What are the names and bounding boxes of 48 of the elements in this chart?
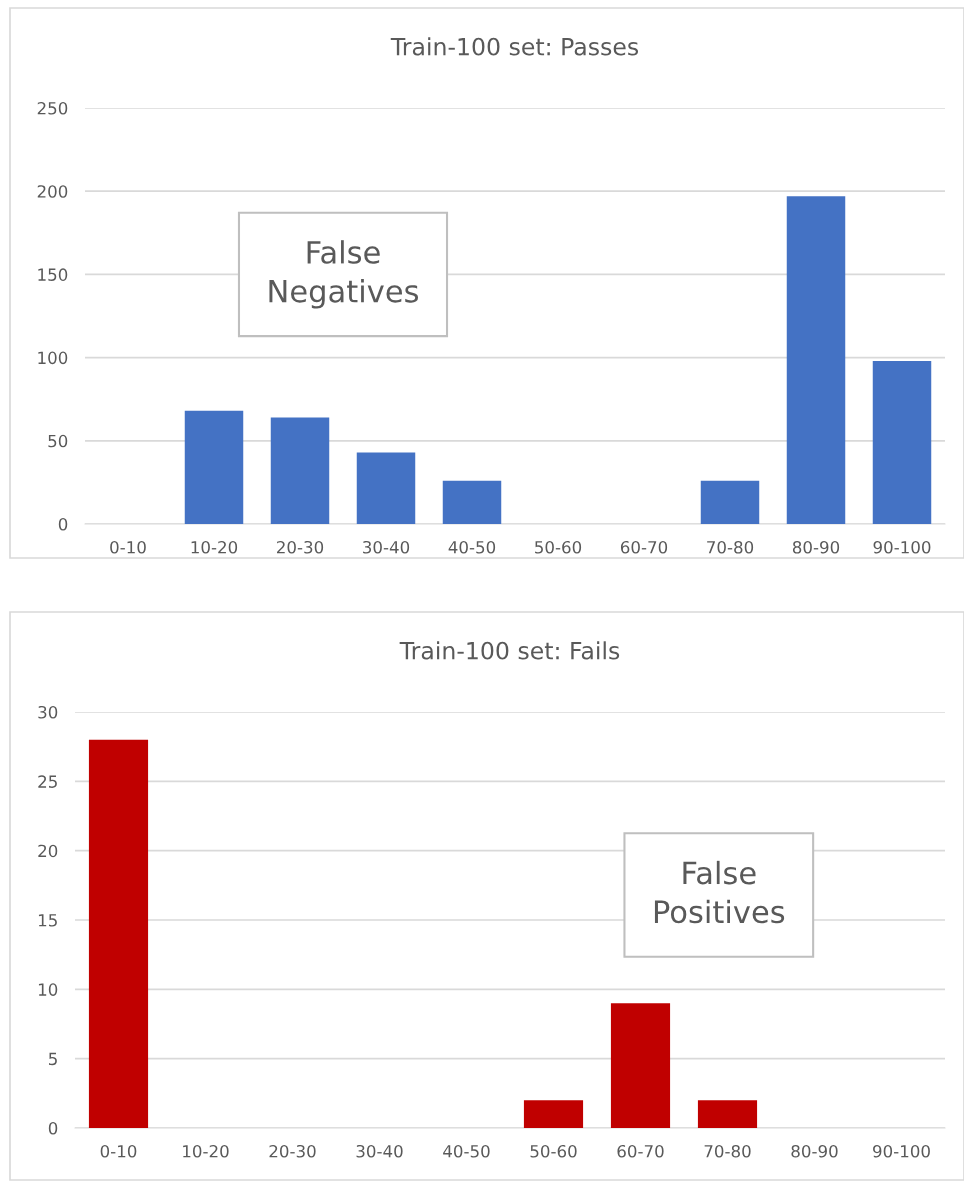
bar — [872, 360, 932, 524]
y-tick-label: 30 — [38, 705, 58, 719]
x-tick-label: 10-20 — [183, 1144, 229, 1158]
y-tick-label: 200 — [37, 185, 68, 198]
y-tick-label: 10 — [38, 983, 58, 996]
bar — [523, 1100, 584, 1128]
bar — [270, 417, 330, 524]
x-tick-label: 90-100 — [873, 1144, 930, 1158]
y-tick-label: 150 — [38, 268, 68, 281]
x-tick-label: 40-50 — [443, 1144, 490, 1158]
x-tick-label: 20-30 — [269, 1144, 316, 1158]
bar — [442, 480, 502, 524]
y-tick-label: 20 — [38, 844, 58, 858]
bar — [184, 410, 244, 524]
x-tick-label: 80-90 — [792, 540, 840, 554]
x-tick-label: 90-100 — [873, 540, 931, 554]
y-tick-label: 250 — [37, 101, 68, 115]
x-tick-label: 10-20 — [191, 540, 238, 554]
y-tick-label: 50 — [48, 434, 68, 448]
x-tick-label: 30-40 — [356, 1144, 403, 1158]
x-tick-label: 50-60 — [535, 540, 582, 554]
x-tick-label: 40-50 — [448, 540, 496, 554]
chart-title: Train-100 set: Passes — [390, 37, 639, 56]
x-tick-label: 20-30 — [277, 540, 324, 554]
annotation: False Positives — [654, 860, 785, 924]
bar — [697, 1100, 758, 1128]
y-tick-label: 25 — [38, 775, 57, 788]
x-tick-label: 0-10 — [100, 1144, 137, 1158]
y-tick-label: 0 — [58, 517, 68, 531]
annotation: False Negatives — [269, 240, 419, 309]
bar — [356, 452, 416, 524]
x-tick-label: 50-60 — [530, 1144, 577, 1158]
x-tick-label: 70-80 — [707, 540, 754, 554]
y-tick-label: 5 — [49, 1052, 57, 1066]
x-tick-label: 30-40 — [363, 540, 410, 554]
x-tick-label: 60-70 — [620, 540, 668, 554]
x-tick-label: 80-90 — [791, 1144, 838, 1158]
bar — [700, 480, 760, 524]
bar — [610, 1003, 671, 1128]
bar — [786, 196, 846, 524]
x-tick-label: 60-70 — [617, 1144, 664, 1158]
bar — [88, 739, 149, 1128]
chart-title: Train-100 set: Fails — [399, 641, 620, 660]
y-tick-label: 100 — [38, 351, 68, 365]
x-tick-label: 0-10 — [110, 540, 146, 554]
x-tick-label: 70-80 — [704, 1144, 751, 1158]
y-tick-label: 0 — [48, 1121, 58, 1135]
y-tick-label: 15 — [38, 914, 57, 927]
